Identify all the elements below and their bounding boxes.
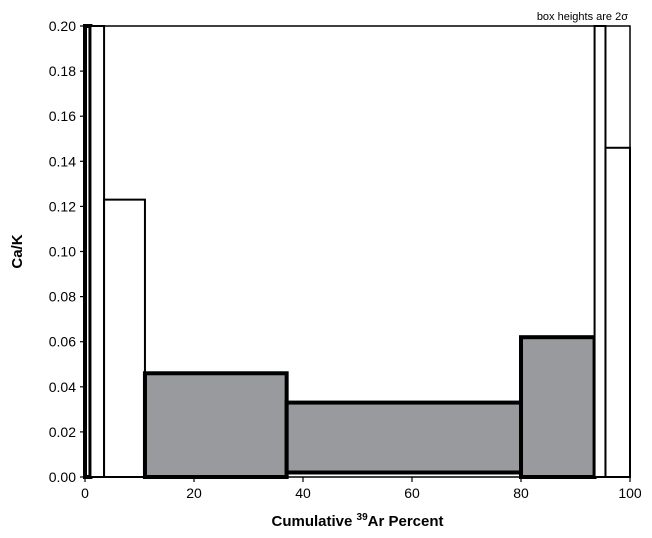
y-tick-label-8: 0.16 xyxy=(49,108,76,124)
plateau-step-box-5 xyxy=(284,400,523,475)
y-tick-label-9: 0.18 xyxy=(49,63,76,79)
step-box-2 xyxy=(89,25,106,478)
y-tick-label-6: 0.12 xyxy=(49,198,76,214)
x-tick-label-2: 40 xyxy=(295,485,311,501)
x-axis-title: Cumulative 39Ar Percent xyxy=(271,512,443,530)
plateau-step-box-6 xyxy=(519,335,597,479)
x-tick-label-1: 20 xyxy=(186,485,202,501)
plateau-step-box-4 xyxy=(142,371,289,479)
x-tick-label-5: 100 xyxy=(618,485,642,501)
box-height-note: box heights are 2σ xyxy=(537,11,628,23)
y-tick-label-10: 0.20 xyxy=(49,18,76,34)
y-tick-label-2: 0.04 xyxy=(49,379,76,395)
x-axis-title-prefix: Cumulative xyxy=(271,513,356,530)
x-tick-label-4: 80 xyxy=(513,485,529,501)
y-tick-label-1: 0.02 xyxy=(49,424,76,440)
y-tick-label-7: 0.14 xyxy=(49,153,76,169)
step-box-7 xyxy=(593,25,607,478)
y-tick-label-3: 0.06 xyxy=(49,334,76,350)
step-box-8 xyxy=(604,146,631,479)
y-axis-title: Ca/K xyxy=(9,234,26,268)
x-tick-label-3: 60 xyxy=(404,485,420,501)
x-axis-title-superscript: 39 xyxy=(357,512,369,523)
y-tick-label-4: 0.08 xyxy=(49,289,76,305)
x-tick-label-0: 0 xyxy=(81,485,89,501)
x-axis-title-suffix: Ar Percent xyxy=(368,513,444,530)
step-boxes xyxy=(83,24,631,479)
step-box-3 xyxy=(103,198,146,478)
y-axis: 0.00 0.02 0.04 0.06 0.08 0.10 0.12 0.14 0.16 0.18… xyxy=(49,18,85,485)
y-tick-label-5: 0.10 xyxy=(49,244,76,260)
y-tick-label-0: 0.00 xyxy=(49,469,76,485)
x-axis: 0 20 40 60 80 100 xyxy=(81,477,642,501)
